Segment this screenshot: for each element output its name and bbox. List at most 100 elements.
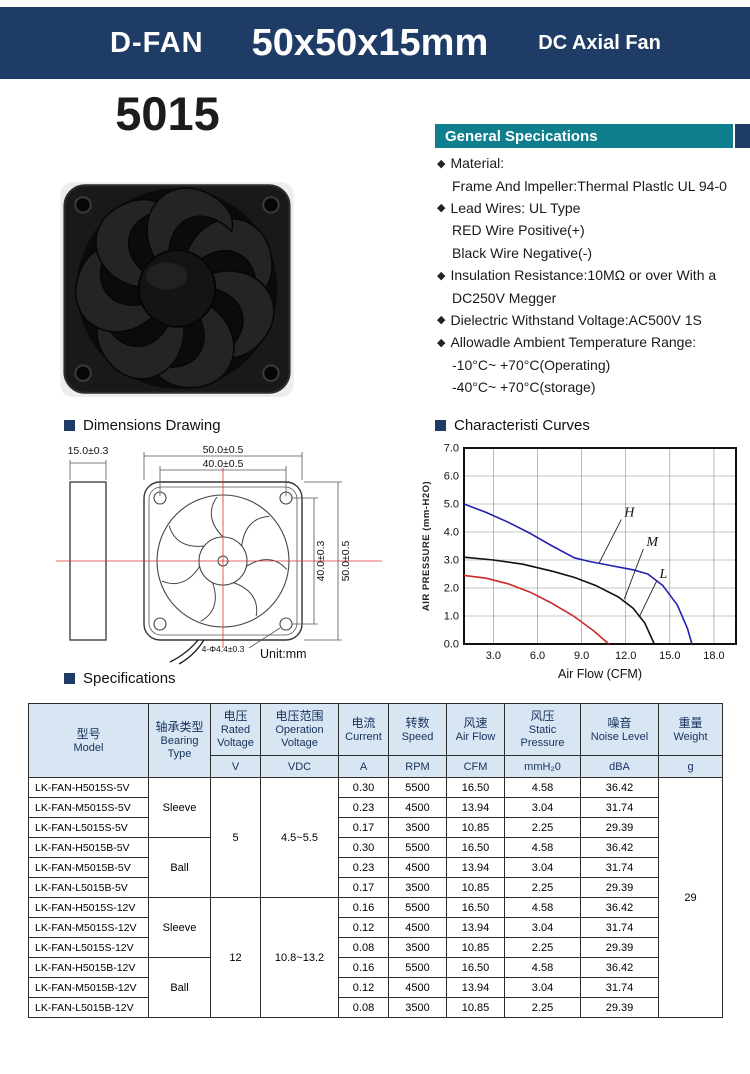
- spec-line: RED Wire Positive(+): [437, 219, 743, 241]
- dim-side-thickness: 15.0±0.3: [68, 445, 109, 457]
- cell-air-flow: 10.85: [446, 817, 505, 838]
- specifications-title-text: Specifications: [83, 670, 176, 687]
- col-model: 型号 Model: [28, 703, 149, 778]
- table-row: LK-FAN-M5015B-12V 0.12 4500 13.94 3.04 31.74: [28, 977, 723, 998]
- cell-speed: 3500: [388, 817, 447, 838]
- spec-line: ◆ Insulation Resistance:10MΩ or over With…: [437, 264, 743, 286]
- cell-speed: 3500: [388, 937, 447, 958]
- spec-line: Black Wire Negative(-): [437, 242, 743, 264]
- dim-hole-pitch-height: 40.0±0.3: [315, 540, 327, 581]
- y-axis-label: AIR PRESSURE (mm-H2O): [421, 481, 432, 611]
- brand-logo: D-FAN: [110, 26, 204, 59]
- cell-model: LK-FAN-L5015B-12V: [28, 997, 149, 1018]
- cell-current: 0.30: [338, 777, 389, 798]
- unit-air-flow: CFM: [446, 755, 505, 778]
- col-bearing: 轴承类型 Bearing Type: [148, 703, 211, 778]
- cell-rated-voltage: 5: [210, 777, 261, 898]
- col-label-en: Speed: [401, 730, 434, 743]
- col-label-en: Current: [345, 730, 382, 743]
- cell-model: LK-FAN-M5015S-12V: [28, 917, 149, 938]
- dimensions-section-title: Dimensions Drawing: [64, 417, 221, 434]
- header-endcap: [735, 124, 750, 148]
- cell-current: 0.12: [338, 977, 389, 998]
- table-row: LK-FAN-M5015S-12V 0.12 4500 13.94 3.04 31.74: [28, 917, 723, 938]
- curve-leader-line: [623, 548, 644, 600]
- col-label-en: Noise Level: [590, 730, 649, 743]
- y-tick-label: 7.0: [444, 443, 459, 455]
- y-tick-label: 3.0: [444, 555, 459, 567]
- cell-noise: 29.39: [580, 937, 659, 958]
- spec-line-text: Allowadle Ambient Temperature Range:: [450, 334, 697, 351]
- cell-noise: 31.74: [580, 977, 659, 998]
- col-label-cn: 噪音: [607, 715, 632, 730]
- spec-line: ◆ Material:: [437, 152, 743, 174]
- curve-leader-line: [598, 519, 622, 564]
- unit-noise: dBA: [580, 755, 659, 778]
- cell-static-pressure: 4.58: [504, 777, 581, 798]
- cell-bearing: Sleeve: [148, 777, 211, 838]
- col-current: 电流 Current: [338, 703, 389, 756]
- hub-highlight: [146, 262, 188, 290]
- cell-static-pressure: 4.58: [504, 837, 581, 858]
- cell-current: 0.30: [338, 837, 389, 858]
- col-label-cn: 型号: [76, 726, 101, 741]
- x-tick-label: 15.0: [659, 650, 680, 662]
- col-air-flow: 风速 Air Flow: [446, 703, 505, 756]
- curve-M: [463, 556, 656, 645]
- cell-model: LK-FAN-H5015B-12V: [28, 957, 149, 978]
- general-specs-list: ◆ Material: Frame And lmpeller:Thermal Pla…: [437, 152, 743, 398]
- unit-weight: g: [658, 755, 723, 778]
- spec-line: ◆ Allowadle Ambient Temperature Range:: [437, 331, 743, 353]
- cell-air-flow: 16.50: [446, 777, 505, 798]
- fan-blades-icon: [75, 187, 275, 389]
- mounting-holes: [74, 196, 280, 382]
- cell-noise: 36.42: [580, 897, 659, 918]
- table-header-row: 型号 Model 轴承类型 Bearing Type 电压 Rated Volt…: [28, 703, 723, 778]
- unit-rated-voltage: V: [210, 755, 261, 778]
- diamond-bullet-icon: ◆: [437, 336, 446, 349]
- col-label-en: Rated Voltage: [217, 724, 254, 749]
- cell-bearing: Ball: [148, 837, 211, 898]
- col-label-cn: 电流: [351, 715, 376, 730]
- dim-outer-height: 50.0±0.5: [340, 540, 352, 581]
- cell-speed: 3500: [388, 997, 447, 1018]
- dim-outer-width: 50.0±0.5: [203, 444, 244, 456]
- y-tick-label: 2.0: [444, 583, 459, 595]
- spec-line-text: Insulation Resistance:10MΩ or over With …: [450, 267, 717, 284]
- col-label-cn: 重量: [678, 715, 703, 730]
- drawing-blades-icon: [161, 496, 288, 622]
- cell-noise: 29.39: [580, 877, 659, 898]
- table-units-row: V VDC A RPM CFM mmH₂0 dBA g: [29, 755, 723, 778]
- col-noise: 噪音 Noise Level: [580, 703, 659, 756]
- diamond-bullet-icon: ◆: [437, 314, 446, 327]
- cell-current: 0.23: [338, 797, 389, 818]
- general-specs-header: General Specications: [435, 124, 750, 148]
- cell-noise: 31.74: [580, 857, 659, 878]
- col-weight: 重量 Weight: [658, 703, 723, 756]
- diamond-bullet-icon: ◆: [437, 157, 446, 170]
- cell-weight: 29: [658, 777, 723, 1018]
- cell-speed: 5500: [388, 897, 447, 918]
- table-row: LK-FAN-L5015B-5V 0.17 3500 10.85 2.25 29.39: [28, 877, 723, 898]
- col-label-en: Air Flow: [455, 730, 496, 743]
- spec-line-text: Dielectric Withstand Voltage:AC500V 1S: [450, 311, 702, 328]
- cell-current: 0.12: [338, 917, 389, 938]
- cell-static-pressure: 3.04: [504, 857, 581, 878]
- cell-current: 0.08: [338, 997, 389, 1018]
- cell-model: LK-FAN-M5015B-12V: [28, 977, 149, 998]
- spec-line-text: DC250V Megger: [452, 289, 557, 306]
- spec-line-text: RED Wire Positive(+): [452, 222, 585, 239]
- cell-static-pressure: 3.04: [504, 977, 581, 998]
- cell-current: 0.23: [338, 857, 389, 878]
- cell-noise: 29.39: [580, 997, 659, 1018]
- cell-static-pressure: 3.04: [504, 917, 581, 938]
- x-tick-label: 9.0: [574, 650, 589, 662]
- product-type: DC Axial Fan: [538, 31, 661, 54]
- y-tick-label: 6.0: [444, 471, 459, 483]
- y-tick-label: 1.0: [444, 611, 459, 623]
- y-tick-label: 0.0: [444, 639, 459, 651]
- spec-line-text: -40°C~ +70°C(storage): [452, 379, 596, 396]
- cell-speed: 5500: [388, 957, 447, 978]
- general-specs-title: General Specications: [435, 124, 733, 148]
